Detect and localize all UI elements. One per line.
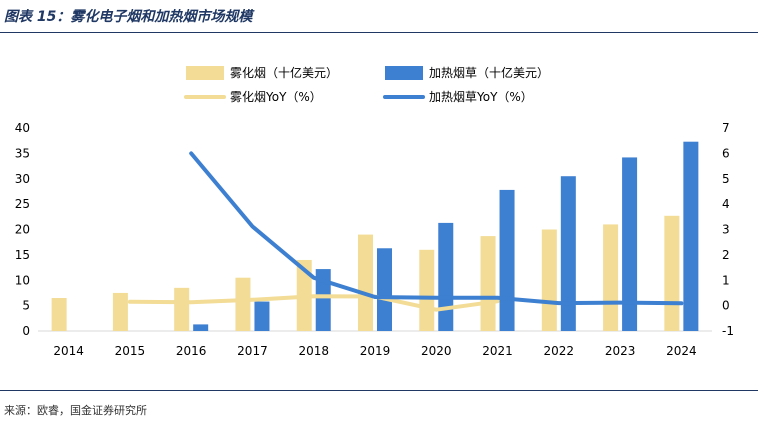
bar-heated-2023 (622, 157, 638, 331)
x-tick-label: 2024 (666, 344, 697, 358)
bar-heated-2016 (193, 324, 209, 331)
x-tick-label: 2017 (237, 344, 268, 358)
x-tick-label: 2014 (53, 344, 84, 358)
x-tick-label: 2020 (421, 344, 452, 358)
y-left-tick-label: 20 (15, 223, 30, 237)
source-note: 来源：欧睿，国金证券研究所 (4, 404, 147, 417)
bar-ecig-2022 (541, 229, 557, 331)
y-right-tick-label: 4 (722, 197, 730, 211)
legend-swatch (186, 66, 224, 80)
source-rule (0, 390, 758, 391)
x-tick-label: 2019 (360, 344, 391, 358)
bar-heated-2022 (560, 176, 576, 331)
legend-label: 加热烟草YoY（%） (429, 90, 533, 104)
legend: 雾化烟（十亿美元） 加热烟草（十亿美元） 雾化烟YoY（%） 加热烟草YoY（%） (184, 65, 549, 104)
tick-labels: 0 5 10 15 20 25 30 35 40 -1 0 1 2 3 4 5 6 7 2014 2015 2016 20… (15, 121, 734, 358)
bar-heated-2021 (499, 189, 515, 331)
bar-heated-2018 (315, 269, 331, 331)
bar-heated-2019 (377, 248, 392, 331)
y-right-tick-label: 5 (722, 172, 730, 186)
y-left-tick-label: 25 (15, 197, 30, 211)
bar-ecig-2017 (235, 277, 251, 331)
y-left-tick-label: 35 (15, 146, 30, 160)
y-right-tick-label: 7 (722, 121, 730, 135)
bar-ecig-2021 (480, 236, 496, 331)
x-tick-label: 2016 (176, 344, 207, 358)
bar-heated-2024 (683, 141, 699, 331)
y-right-tick-label: -1 (722, 324, 734, 338)
legend-label: 雾化烟YoY（%） (230, 90, 322, 104)
title-rule (0, 32, 758, 33)
bar-ecig-2019 (358, 234, 373, 331)
y-left-tick-label: 40 (15, 121, 30, 135)
bar-ecig-2020 (419, 249, 435, 331)
chart-title: 图表 15：雾化电子烟和加热烟市场规模 (4, 9, 253, 25)
line-heated-yoy (189, 151, 684, 306)
y-left-tick-label: 30 (15, 172, 30, 186)
bar-ecig-2015 (112, 292, 128, 331)
y-right-tick-label: 3 (722, 223, 730, 237)
legend-label: 加热烟草（十亿美元） (429, 65, 549, 80)
x-tick-label: 2015 (115, 344, 146, 358)
bar-ecig-2014 (51, 298, 67, 331)
x-tick-label: 2022 (544, 344, 575, 358)
line-series (127, 151, 684, 312)
y-right-tick-label: 1 (722, 273, 730, 287)
bar-heated-2020 (438, 222, 454, 331)
legend-swatch (385, 66, 423, 80)
y-left-tick-label: 10 (15, 273, 30, 287)
legend-label: 雾化烟（十亿美元） (230, 65, 338, 80)
x-tick-label: 2023 (605, 344, 636, 358)
bar-ecig-2016 (174, 287, 190, 331)
y-left-tick-label: 0 (22, 324, 30, 338)
x-tick-label: 2021 (482, 344, 513, 358)
y-right-tick-label: 0 (722, 299, 730, 313)
y-left-tick-label: 5 (22, 299, 30, 313)
y-left-tick-label: 15 (15, 248, 30, 262)
x-tick-label: 2018 (298, 344, 329, 358)
line-ecig-yoy (127, 294, 500, 312)
bar-ecig-2024 (664, 215, 680, 331)
y-right-tick-label: 6 (722, 146, 730, 160)
bar-heated-2017 (254, 301, 270, 331)
bar-ecig-2023 (603, 224, 619, 331)
y-right-tick-label: 2 (722, 248, 730, 262)
